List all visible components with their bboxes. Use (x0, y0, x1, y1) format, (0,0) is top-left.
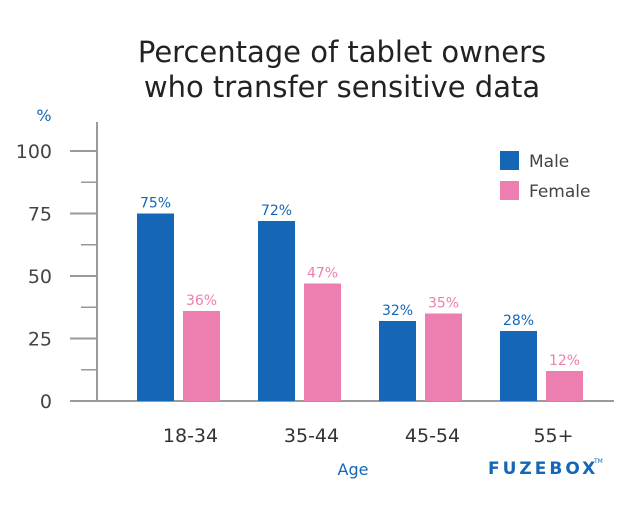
legend-label-female: Female (529, 182, 590, 202)
brand-trademark-mark: TM (593, 458, 603, 465)
y-axis-unit-label: % (36, 106, 51, 125)
x-tick-label-35-44: 35-44 (284, 425, 339, 447)
data-label-male-18-34: 75% (140, 196, 171, 212)
data-label-male-45-54: 32% (382, 303, 413, 319)
legend-swatch-male (500, 151, 519, 170)
legend-label-male: Male (529, 152, 569, 172)
y-tick-label: 75 (28, 204, 52, 226)
y-axis-ticks: 0 25 50 75 100 (16, 141, 97, 413)
x-tick-label-18-34: 18-34 (163, 425, 218, 447)
y-tick-label: 100 (16, 141, 52, 163)
x-axis-category-labels: 18-34 35-44 45-54 55+ (163, 425, 574, 447)
bar-female-35-44 (304, 283, 341, 401)
y-tick-label: 50 (28, 266, 52, 288)
brand-logo-text: FUZEBOX (488, 459, 598, 479)
bar-male-18-34 (137, 213, 174, 401)
fuzebox-logo: FUZEBOX TM (488, 458, 603, 479)
data-label-female-35-44: 47% (307, 266, 338, 282)
x-tick-label-45-54: 45-54 (405, 425, 460, 447)
bar-male-35-44 (258, 221, 295, 401)
bar-male-55+ (500, 331, 537, 401)
bar-female-18-34 (183, 311, 220, 401)
chart-title-line-2: who transfer sensitive data (144, 70, 540, 104)
data-label-female-55+: 12% (549, 353, 580, 369)
chart-title-line-1: Percentage of tablet owners (138, 35, 546, 69)
chart-title: Percentage of tablet owners who transfer… (138, 35, 546, 104)
legend: Male Female (500, 151, 590, 202)
data-label-male-35-44: 72% (261, 203, 292, 219)
x-tick-label-55+: 55+ (533, 425, 573, 447)
x-axis-title: Age (338, 460, 369, 479)
legend-swatch-female (500, 181, 519, 200)
y-tick-label: 25 (28, 329, 52, 351)
data-label-female-45-54: 35% (428, 296, 459, 312)
bar-male-45-54 (379, 321, 416, 401)
bar-series-group: 75% 36% 72% 47% 32% 35% 28% 12% (137, 196, 583, 401)
y-tick-label: 0 (40, 391, 52, 413)
bar-female-45-54 (425, 313, 462, 401)
data-label-female-18-34: 36% (186, 293, 217, 309)
bar-female-55+ (546, 371, 583, 401)
data-label-male-55+: 28% (503, 313, 534, 329)
